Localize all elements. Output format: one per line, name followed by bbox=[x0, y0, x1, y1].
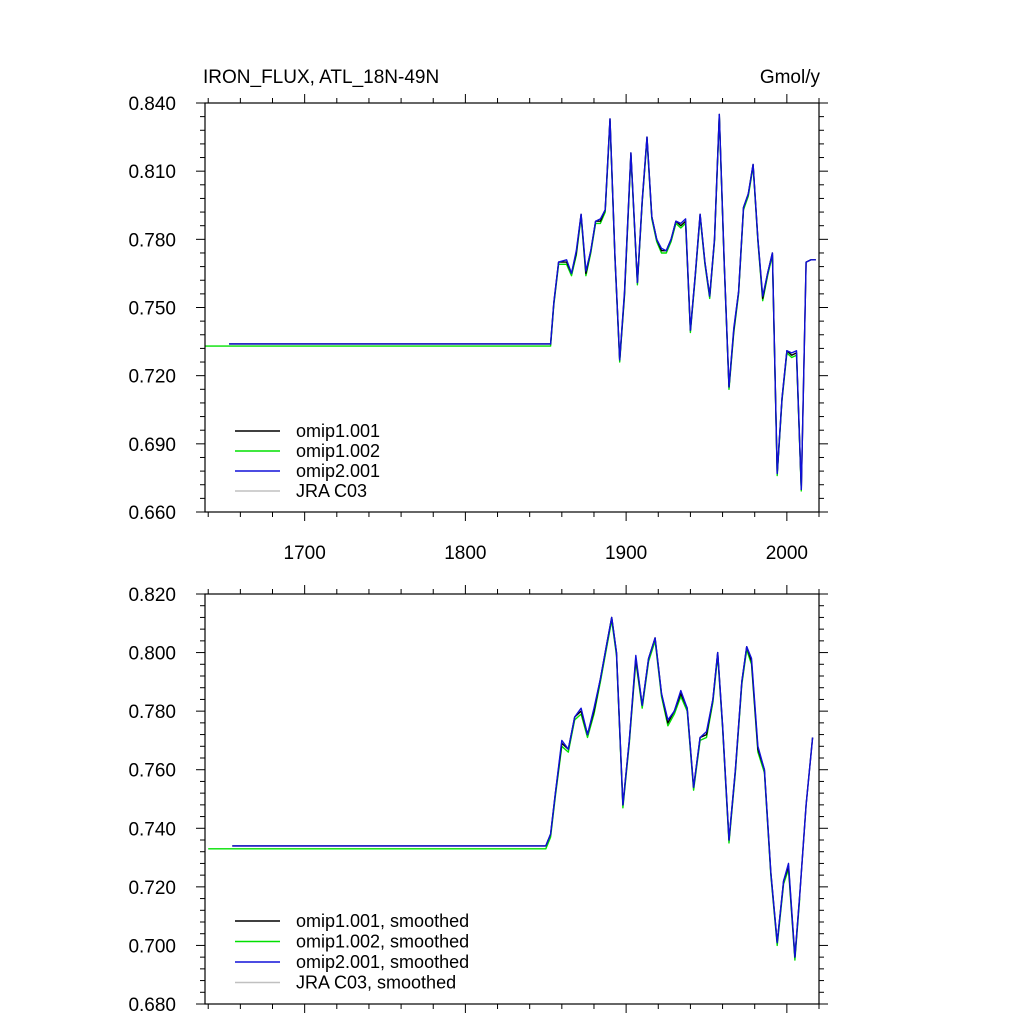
legend-label: omip1.002 bbox=[296, 441, 380, 461]
y-tick-label: 0.780 bbox=[128, 230, 176, 251]
top-y-tick-labels: 0.660 0.690 0.720 0.750 0.780 0.810 0.840 bbox=[128, 94, 176, 524]
y-tick-label: 0.740 bbox=[128, 819, 176, 840]
bottom-series-lines bbox=[208, 616, 814, 961]
legend-label: omip2.001 bbox=[296, 461, 380, 481]
series-line-1 bbox=[205, 115, 802, 492]
legend-label: omip2.001, smoothed bbox=[296, 952, 469, 972]
x-tick-label: 1800 bbox=[444, 543, 486, 564]
x-tick-label: 1700 bbox=[284, 543, 326, 564]
y-tick-label: 0.660 bbox=[128, 503, 176, 524]
x-tick-label: 1900 bbox=[605, 543, 647, 564]
y-tick-label: 0.810 bbox=[128, 162, 176, 183]
bottom-y-tick-labels: 0.680 0.700 0.720 0.740 0.760 0.780 0.800 0.820 bbox=[128, 585, 176, 1016]
y-tick-label: 0.820 bbox=[128, 585, 176, 606]
legend-label: omip1.001 bbox=[296, 421, 380, 441]
series-line-2 bbox=[229, 113, 816, 490]
x-tick-label: 2000 bbox=[766, 543, 808, 564]
y-tick-label: 0.700 bbox=[128, 936, 176, 957]
y-tick-label: 0.840 bbox=[128, 94, 176, 115]
top-plot-frame bbox=[204, 102, 820, 513]
bottom-plot-frame bbox=[204, 593, 820, 1005]
legend-label: omip1.001, smoothed bbox=[296, 911, 469, 931]
chart-units: Gmol/y bbox=[760, 67, 821, 88]
top-x-tick-labels: 1700 1800 1900 2000 bbox=[284, 543, 808, 564]
top-panel: IRON_FLUX, ATL_18N-49N Gmol/y 0.660 0.690… bbox=[128, 67, 828, 564]
legend-label: JRA C03, smoothed bbox=[296, 973, 456, 993]
bottom-panel: 0.680 0.700 0.720 0.740 0.760 0.780 0.800 0.820… bbox=[128, 585, 828, 1016]
y-tick-label: 0.690 bbox=[128, 435, 176, 456]
y-tick-label: 0.720 bbox=[128, 367, 176, 388]
legend-label: omip1.002, smoothed bbox=[296, 932, 469, 952]
series-line-2 bbox=[232, 616, 814, 958]
y-tick-label: 0.800 bbox=[128, 644, 176, 665]
y-tick-label: 0.720 bbox=[128, 878, 176, 899]
legend-label: JRA C03 bbox=[296, 481, 367, 501]
series-line-1 bbox=[208, 619, 801, 961]
top-axis-ticks bbox=[196, 94, 828, 521]
bottom-axis-ticks bbox=[196, 585, 828, 1013]
y-tick-label: 0.750 bbox=[128, 299, 176, 320]
chart-title: IRON_FLUX, ATL_18N-49N bbox=[203, 67, 439, 88]
y-tick-label: 0.680 bbox=[128, 995, 176, 1016]
y-tick-label: 0.780 bbox=[128, 702, 176, 723]
y-tick-label: 0.760 bbox=[128, 761, 176, 782]
top-series-lines bbox=[205, 113, 816, 492]
